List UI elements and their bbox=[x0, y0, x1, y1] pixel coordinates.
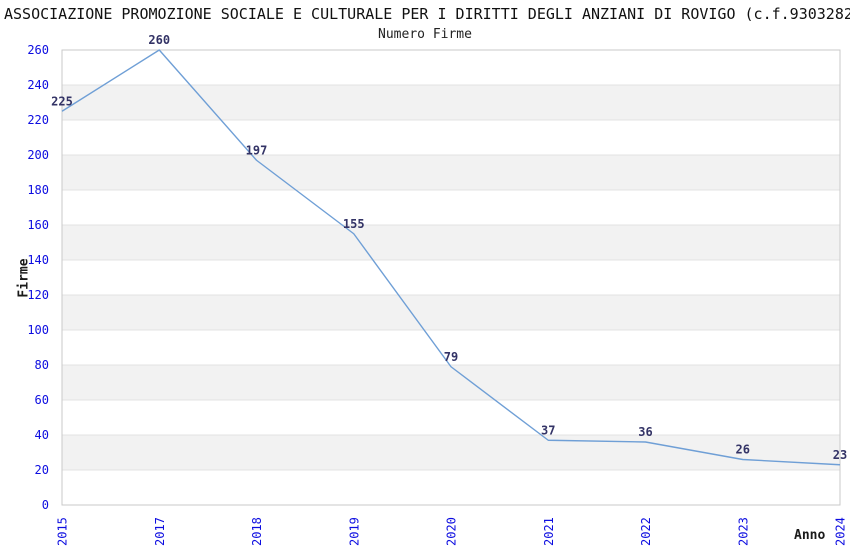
data-point-label: 225 bbox=[51, 94, 73, 108]
x-axis-title: Anno bbox=[794, 528, 826, 543]
line-series bbox=[61, 49, 841, 466]
x-axis-tick-label: 2020 bbox=[445, 517, 459, 546]
plot-band bbox=[62, 85, 840, 120]
data-point-label: 155 bbox=[343, 217, 365, 231]
plot-band bbox=[62, 295, 840, 330]
data-point-label: 260 bbox=[148, 33, 170, 47]
y-axis-tick-label: 100 bbox=[27, 323, 49, 337]
chart-title: ASSOCIAZIONE PROMOZIONE SOCIALE E CULTUR… bbox=[4, 5, 850, 23]
chart-subtitle: Numero Firme bbox=[378, 27, 472, 42]
y-axis-tick-label: 200 bbox=[27, 148, 49, 162]
plot-border bbox=[61, 49, 841, 506]
data-point-label: 37 bbox=[541, 423, 555, 437]
x-axis-tick-label: 2022 bbox=[639, 517, 653, 546]
x-axis-tick-label: 2023 bbox=[736, 517, 750, 546]
y-axis-tick-label: 120 bbox=[27, 288, 49, 302]
plot-band bbox=[62, 225, 840, 260]
y-axis-tick-label: 0 bbox=[42, 498, 49, 512]
x-axis-tick-label: 2021 bbox=[542, 517, 556, 546]
data-point-label: 197 bbox=[246, 143, 268, 157]
x-axis-tick-label: 2024 bbox=[834, 517, 848, 546]
y-axis-tick-label: 60 bbox=[35, 393, 49, 407]
plot-band bbox=[62, 365, 840, 400]
data-point-label: 26 bbox=[736, 443, 750, 457]
y-axis-tick-label: 180 bbox=[27, 183, 49, 197]
x-axis-tick-label: 2015 bbox=[56, 517, 70, 546]
data-point-label: 36 bbox=[638, 425, 652, 439]
data-point-label: 23 bbox=[833, 448, 847, 462]
y-axis-tick-label: 240 bbox=[27, 78, 49, 92]
data-point-label: 79 bbox=[444, 350, 458, 364]
y-axis-tick-label: 220 bbox=[27, 113, 49, 127]
plot-band bbox=[62, 155, 840, 190]
plot-band bbox=[62, 435, 840, 470]
y-axis-tick-label: 260 bbox=[27, 43, 49, 57]
y-axis-tick-label: 40 bbox=[35, 428, 49, 442]
x-axis-tick-label: 2017 bbox=[153, 517, 167, 546]
y-axis-tick-label: 80 bbox=[35, 358, 49, 372]
x-axis-tick-label: 2018 bbox=[250, 517, 264, 546]
x-axis-tick-label: 2019 bbox=[347, 517, 361, 546]
y-axis-tick-label: 20 bbox=[35, 463, 49, 477]
y-axis-tick-label: 160 bbox=[27, 218, 49, 232]
y-axis-tick-label: 140 bbox=[27, 253, 49, 267]
